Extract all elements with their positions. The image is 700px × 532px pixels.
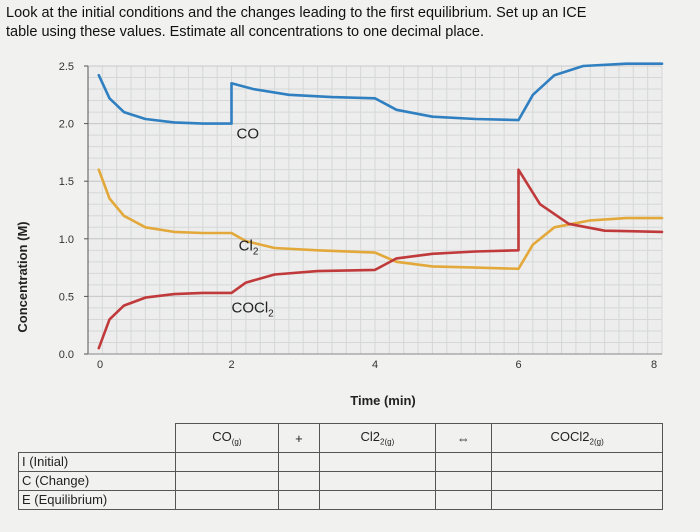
y-tick-label: 1.5 <box>59 176 74 188</box>
ice-row-equilibrium: E (Equilibrium) <box>18 490 663 510</box>
ice-cell-cocl2-initial[interactable] <box>491 452 663 472</box>
y-tick-label: 0.0 <box>59 349 74 361</box>
y-tick-labels: 0.0 0.5 1.0 1.5 2.0 2.5 <box>59 61 74 361</box>
ice-row-label: I (Initial) <box>18 452 176 472</box>
series-label-cocl2: COCl2 <box>232 300 275 320</box>
ice-species-cl2: Cl22(g) <box>319 423 436 453</box>
ice-row-label: E (Equilibrium) <box>18 490 176 510</box>
ice-cell-cl2-initial[interactable] <box>319 452 436 472</box>
ice-cell-spacer <box>434 452 493 472</box>
ice-cell-spacer <box>434 471 493 491</box>
series-lines <box>97 62 664 350</box>
x-tick-label: 4 <box>372 359 378 371</box>
x-tick-label: 6 <box>515 359 521 371</box>
series-label-co: CO <box>237 126 260 143</box>
chart-grid <box>87 65 663 355</box>
ice-equilibrium-arrow: ⇔ <box>434 423 493 453</box>
ice-species-cocl2: COCl22(g) <box>491 423 663 453</box>
ice-row-label: C (Change) <box>18 471 176 491</box>
y-tick-label: 2.0 <box>59 119 74 131</box>
ice-row-initial: I (Initial) <box>18 452 663 472</box>
ice-cell-spacer <box>434 490 493 510</box>
x-tick-labels: 0 2 4 6 8 <box>97 359 657 371</box>
x-axis-title: Time (min) <box>350 393 416 408</box>
question-text: Look at the initial conditions and the c… <box>6 4 696 42</box>
ice-cell-co-initial[interactable] <box>175 452 279 472</box>
y-tick-label: 2.5 <box>59 61 74 73</box>
chart-axes <box>84 65 662 355</box>
ice-cell-spacer <box>277 471 321 491</box>
ice-cell-co-change[interactable] <box>175 471 279 491</box>
series-label-cl2: Cl2 <box>239 237 259 257</box>
question-line-1: Look at the initial conditions and the c… <box>6 5 587 21</box>
ice-cell-cocl2-equilibrium[interactable] <box>491 490 663 510</box>
ice-header-blank <box>19 424 176 453</box>
ice-species-co: CO(g) <box>175 423 279 453</box>
ice-cell-spacer <box>277 490 321 510</box>
series-line-cocl2 <box>97 168 664 350</box>
y-tick-label: 1.0 <box>59 234 74 246</box>
x-tick-label: 2 <box>228 359 234 371</box>
y-tick-label: 0.5 <box>59 291 74 303</box>
x-tick-label: 0 <box>97 359 103 371</box>
ice-plus-sign: + <box>277 423 321 453</box>
series-line-co <box>97 62 664 125</box>
ice-header-row: CO(g) + Cl22(g) ⇔ COCl22(g) <box>19 423 663 453</box>
ice-cell-co-equilibrium[interactable] <box>175 490 279 510</box>
series-line-cl2 <box>97 168 664 271</box>
ice-cell-cl2-change[interactable] <box>319 471 436 491</box>
question-line-2: table using these values. Estimate all c… <box>6 24 484 40</box>
ice-table: CO(g) + Cl22(g) ⇔ COCl22(g) I (Initial) … <box>18 423 663 510</box>
ice-cell-cl2-equilibrium[interactable] <box>319 490 436 510</box>
x-tick-label: 8 <box>651 359 657 371</box>
ice-row-change: C (Change) <box>18 471 663 491</box>
ice-cell-spacer <box>277 452 321 472</box>
y-axis-title: Concentration (M) <box>15 221 30 332</box>
ice-cell-cocl2-change[interactable] <box>491 471 663 491</box>
